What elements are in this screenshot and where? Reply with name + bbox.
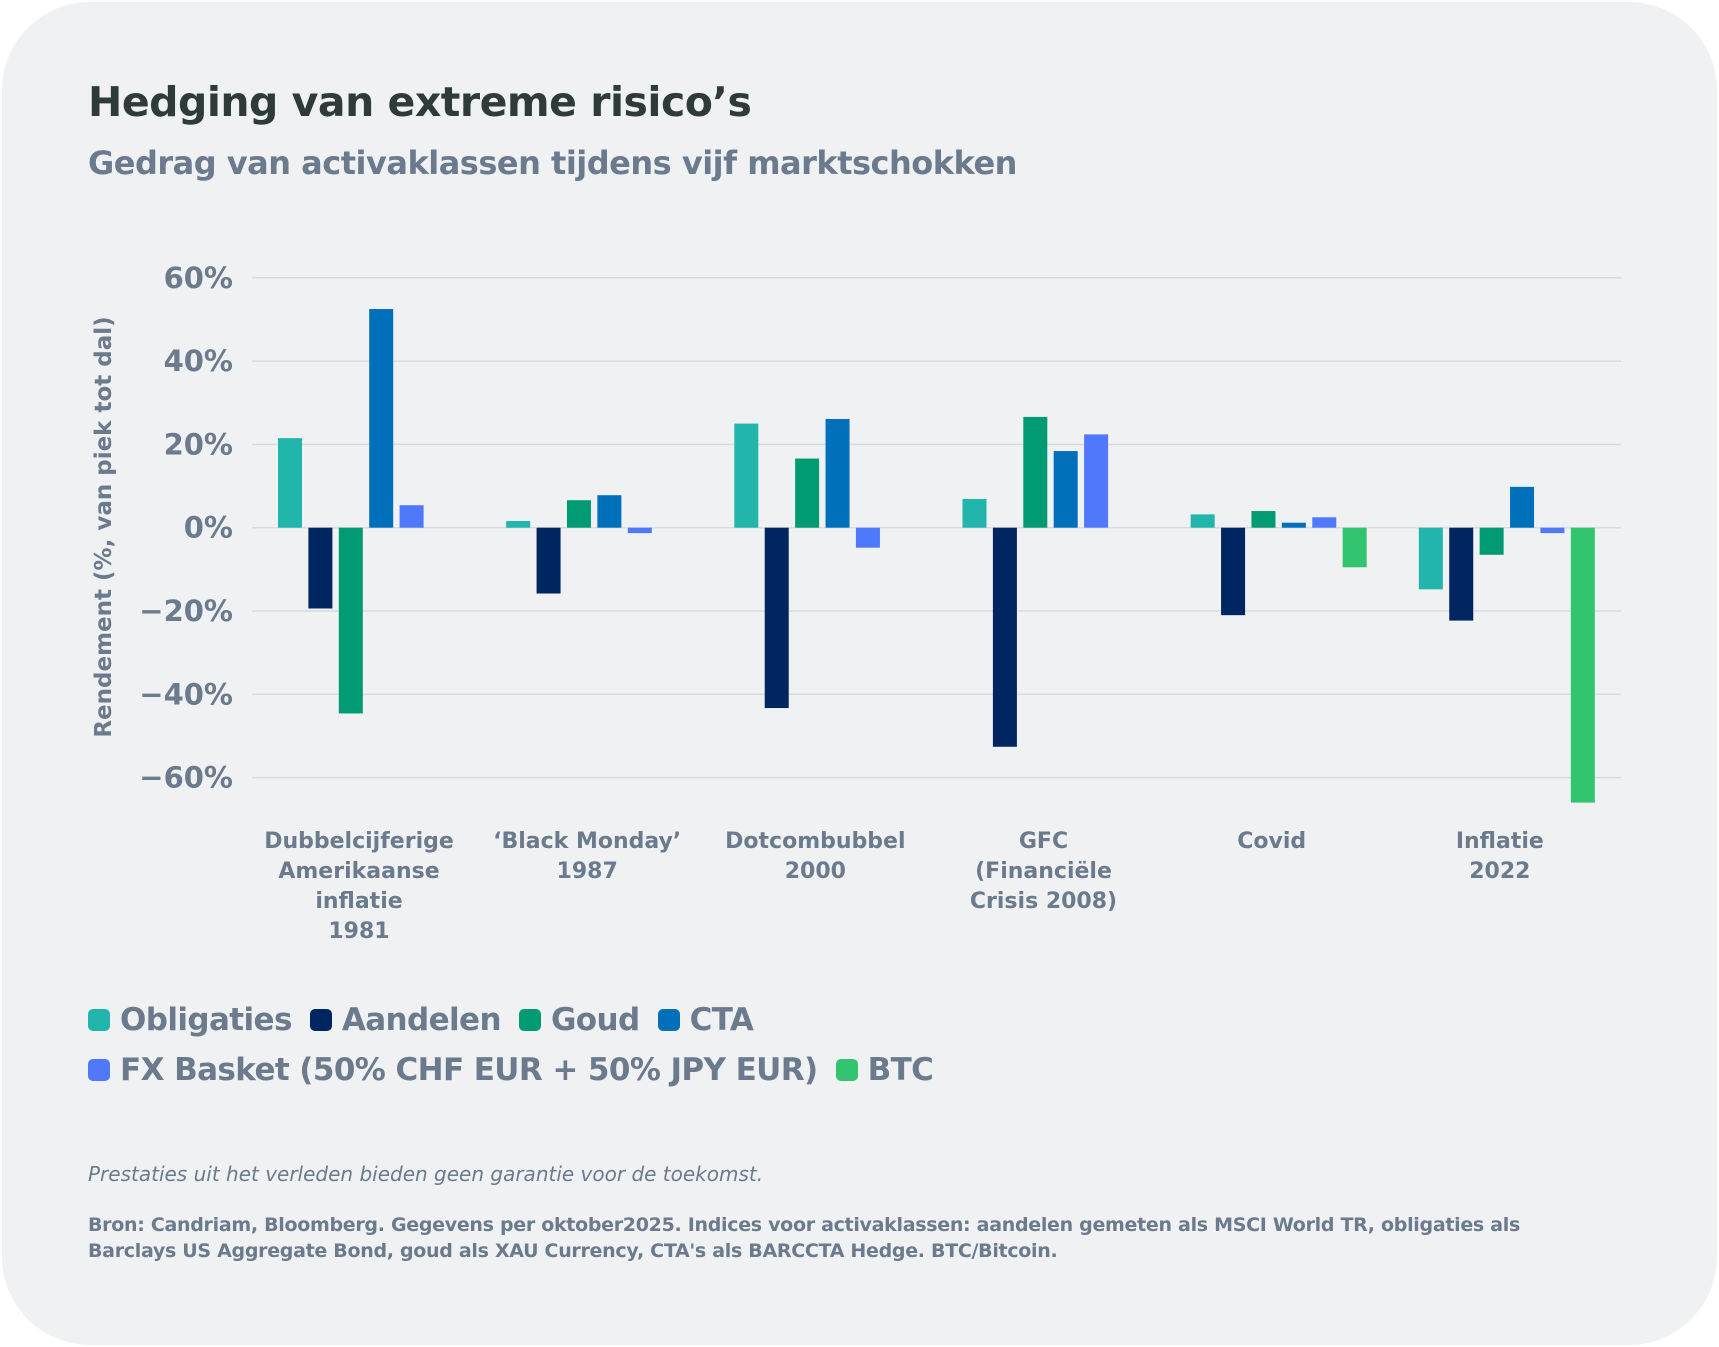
bar-aandelen-2 [536, 527, 561, 594]
legend-label: Aandelen [341, 1002, 502, 1038]
bar-goud-3 [795, 458, 820, 528]
x-category-label: Dotcombubbel 2000 [725, 829, 905, 884]
x-category-label-line: Dubbelcijferige [264, 829, 454, 854]
bar-obligaties-4 [962, 498, 987, 528]
bar-fx-5 [1312, 517, 1337, 528]
bar-aandelen-5 [1221, 527, 1246, 616]
bar-aandelen-1 [308, 527, 333, 609]
y-tick-label: −60% [139, 761, 233, 795]
legend-swatch [88, 1059, 110, 1081]
bar-fx-1 [399, 505, 424, 528]
x-category-label-line: Amerikaanse [278, 859, 439, 884]
legend-item: Goud [518, 1002, 640, 1038]
y-tick-label: 40% [164, 344, 233, 378]
x-category-label-line: Crisis 2008) [970, 889, 1117, 914]
y-tick-label: −40% [139, 677, 233, 711]
legend-swatch [518, 1009, 541, 1031]
legend-row: FX Basket (50% CHF EUR + 50% JPY EUR) BTC [88, 1045, 1488, 1095]
bar-obligaties-2 [506, 521, 531, 528]
chart-subtitle: Gedrag van activaklassen tijdens vijf ma… [88, 144, 1017, 182]
legend-swatch [835, 1059, 858, 1081]
bar-cta-4 [1053, 451, 1078, 528]
legend-swatch [309, 1009, 332, 1031]
bar-obligaties-1 [278, 438, 302, 528]
bar-btc-6 [1570, 527, 1595, 803]
bar-obligaties-3 [734, 423, 759, 528]
bar-aandelen-6 [1449, 527, 1474, 621]
x-category-label: GFC (Financiële Crisis 2008) [970, 829, 1117, 914]
gridlines [252, 277, 1621, 779]
legend-label: CTA [689, 1002, 754, 1038]
x-axis-categories: Dubbelcijferige Amerikaanse inflatie 1981 ‘B… [264, 829, 1544, 944]
x-category-label-line: inflatie [315, 889, 402, 914]
legend-item: Aandelen [309, 1002, 502, 1038]
bar-goud-6 [1479, 527, 1504, 555]
bar-obligaties-5 [1190, 514, 1215, 528]
bar-cta-6 [1510, 486, 1535, 528]
x-category-label: ‘Black Monday’ 1987 [493, 829, 681, 884]
bar-fx-3 [855, 527, 880, 548]
y-tick-label: 20% [164, 427, 233, 461]
legend-label: Goud [550, 1002, 640, 1038]
x-category-label-line: 2000 [785, 859, 846, 884]
chart-title: Hedging van extreme risico’s [88, 78, 752, 126]
bar-cta-5 [1281, 522, 1306, 528]
legend-label: Obligaties [120, 1002, 292, 1038]
y-axis-label: Rendement (%, van piek tot dal) [91, 316, 117, 737]
x-category-label: Dubbelcijferige Amerikaanse inflatie 1981 [264, 829, 454, 944]
bar-goud-2 [566, 500, 591, 528]
legend-swatch [657, 1009, 680, 1031]
legend-item: Obligaties [88, 1002, 292, 1038]
bar-aandelen-4 [992, 527, 1017, 747]
legend-item: CTA [657, 1002, 754, 1038]
x-category-label-line: (Financiële [975, 859, 1112, 884]
x-category-label-line: 2022 [1469, 859, 1530, 884]
source-note: Bron: Candriam, Bloomberg. Gegevens per … [88, 1214, 1520, 1262]
y-tick-label: −20% [139, 594, 233, 628]
x-category-label: Covid [1237, 829, 1306, 854]
legend-item: FX Basket (50% CHF EUR + 50% JPY EUR) [88, 1052, 818, 1088]
x-category-label-line: 1987 [557, 859, 618, 884]
x-category-label-line: 1981 [328, 919, 389, 944]
x-category-label-line: Covid [1237, 829, 1306, 854]
y-tick-label: 0% [184, 511, 233, 545]
legend-swatch [88, 1009, 110, 1031]
legend-row: Obligaties Aandelen Goud CTA [88, 995, 1488, 1045]
bar-goud-5 [1251, 511, 1276, 528]
bar-goud-4 [1023, 416, 1048, 528]
bar-cta-1 [369, 309, 394, 528]
bars [278, 309, 1595, 803]
x-category-label-line: Inflatie [1456, 829, 1544, 854]
x-category-label-line: GFC [1019, 829, 1068, 854]
legend-label: BTC [867, 1052, 934, 1088]
disclaimer-text: Prestaties uit het verleden bieden geen … [88, 1162, 764, 1186]
bar-cta-2 [597, 495, 622, 528]
bar-fx-4 [1084, 434, 1109, 528]
x-category-label-line: ‘Black Monday’ [493, 829, 681, 854]
x-category-label: Inflatie 2022 [1456, 829, 1544, 884]
bar-btc-5 [1342, 527, 1367, 568]
bar-cta-3 [825, 418, 850, 528]
legend-item: BTC [835, 1052, 934, 1088]
bar-fx-6 [1540, 527, 1565, 534]
bar-aandelen-3 [764, 527, 789, 709]
legend: Obligaties Aandelen Goud CTA FX Basket (50% … [88, 995, 1488, 1095]
bar-fx-2 [627, 527, 652, 534]
x-category-label-line: Dotcombubbel [725, 829, 905, 854]
legend-label: FX Basket (50% CHF EUR + 50% JPY EUR) [120, 1052, 818, 1088]
bar-goud-1 [338, 527, 363, 714]
bar-obligaties-6 [1418, 527, 1443, 590]
y-axis-ticks: 60% 40% 20% 0% −20% −40% −60% [139, 261, 233, 795]
y-tick-label: 60% [164, 261, 233, 295]
